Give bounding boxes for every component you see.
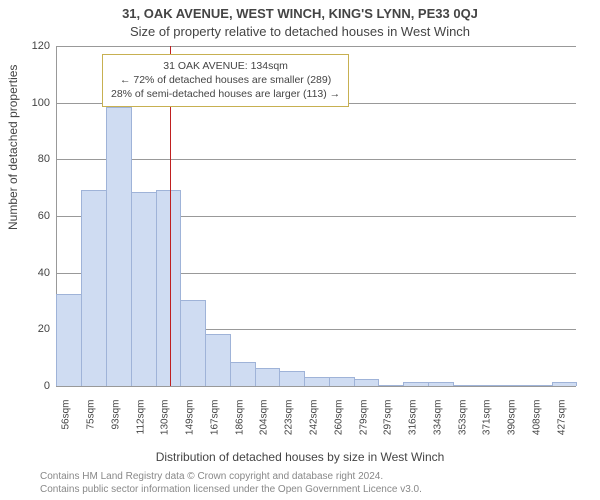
bar <box>428 382 454 386</box>
gridline <box>56 46 576 47</box>
chart-footer: Contains HM Land Registry data © Crown c… <box>40 471 590 496</box>
x-tick-label: 279sqm <box>358 400 369 450</box>
x-axis-label: Distribution of detached houses by size … <box>0 450 600 464</box>
x-tick-label: 75sqm <box>86 400 97 450</box>
plot-area: 02040608010012056sqm75sqm93sqm112sqm130s… <box>56 46 576 386</box>
annotation-line: 31 OAK AVENUE: 134sqm <box>111 59 340 73</box>
x-tick-label: 334sqm <box>432 400 443 450</box>
annotation-line: 28% of semi-detached houses are larger (… <box>111 87 340 101</box>
x-tick-label: 371sqm <box>482 400 493 450</box>
bar <box>156 190 182 387</box>
y-tick-label: 100 <box>20 97 50 109</box>
bar <box>205 334 231 386</box>
x-tick-label: 204sqm <box>259 400 270 450</box>
bar <box>230 362 256 386</box>
footer-line: Contains public sector information licen… <box>40 484 590 497</box>
bar <box>131 192 157 386</box>
x-tick-label: 167sqm <box>209 400 220 450</box>
bar <box>502 385 528 386</box>
x-tick-label: 427sqm <box>556 400 567 450</box>
x-tick-label: 242sqm <box>309 400 320 450</box>
x-tick-label: 390sqm <box>507 400 518 450</box>
annotation-line: ← 72% of detached houses are smaller (28… <box>111 73 340 87</box>
x-tick-label: 316sqm <box>408 400 419 450</box>
x-tick-label: 260sqm <box>333 400 344 450</box>
bar <box>279 371 305 386</box>
x-axis <box>56 386 576 387</box>
y-tick-label: 80 <box>20 153 50 165</box>
annotation-box: 31 OAK AVENUE: 134sqm← 72% of detached h… <box>102 54 349 107</box>
chart-title-sub: Size of property relative to detached ho… <box>0 24 600 39</box>
y-tick-label: 0 <box>20 380 50 392</box>
y-axis-label: Number of detached properties <box>6 65 20 230</box>
x-tick-label: 149sqm <box>185 400 196 450</box>
bar <box>477 385 503 386</box>
bar <box>403 382 429 386</box>
bar <box>527 385 553 386</box>
x-tick-label: 186sqm <box>234 400 245 450</box>
footer-line: Contains HM Land Registry data © Crown c… <box>40 471 590 484</box>
x-tick-label: 408sqm <box>531 400 542 450</box>
gridline <box>56 159 576 160</box>
bar <box>329 377 355 387</box>
y-tick-label: 120 <box>20 40 50 52</box>
x-tick-label: 93sqm <box>110 400 121 450</box>
y-tick-label: 60 <box>20 210 50 222</box>
chart-container: 31, OAK AVENUE, WEST WINCH, KING'S LYNN,… <box>0 0 600 500</box>
x-tick-label: 130sqm <box>160 400 171 450</box>
bar <box>81 190 107 387</box>
x-tick-label: 112sqm <box>135 400 146 450</box>
bar <box>552 382 578 386</box>
bar <box>453 385 479 386</box>
x-tick-label: 353sqm <box>457 400 468 450</box>
x-tick-label: 56sqm <box>61 400 72 450</box>
y-tick-label: 20 <box>20 323 50 335</box>
bar <box>304 377 330 387</box>
bar <box>255 368 281 386</box>
bar <box>354 379 380 386</box>
chart-title-main: 31, OAK AVENUE, WEST WINCH, KING'S LYNN,… <box>0 6 600 21</box>
bar <box>378 385 404 386</box>
x-tick-label: 223sqm <box>284 400 295 450</box>
bar <box>56 294 82 386</box>
bar <box>180 300 206 386</box>
bar <box>106 107 132 386</box>
y-tick-label: 40 <box>20 267 50 279</box>
x-tick-label: 297sqm <box>383 400 394 450</box>
